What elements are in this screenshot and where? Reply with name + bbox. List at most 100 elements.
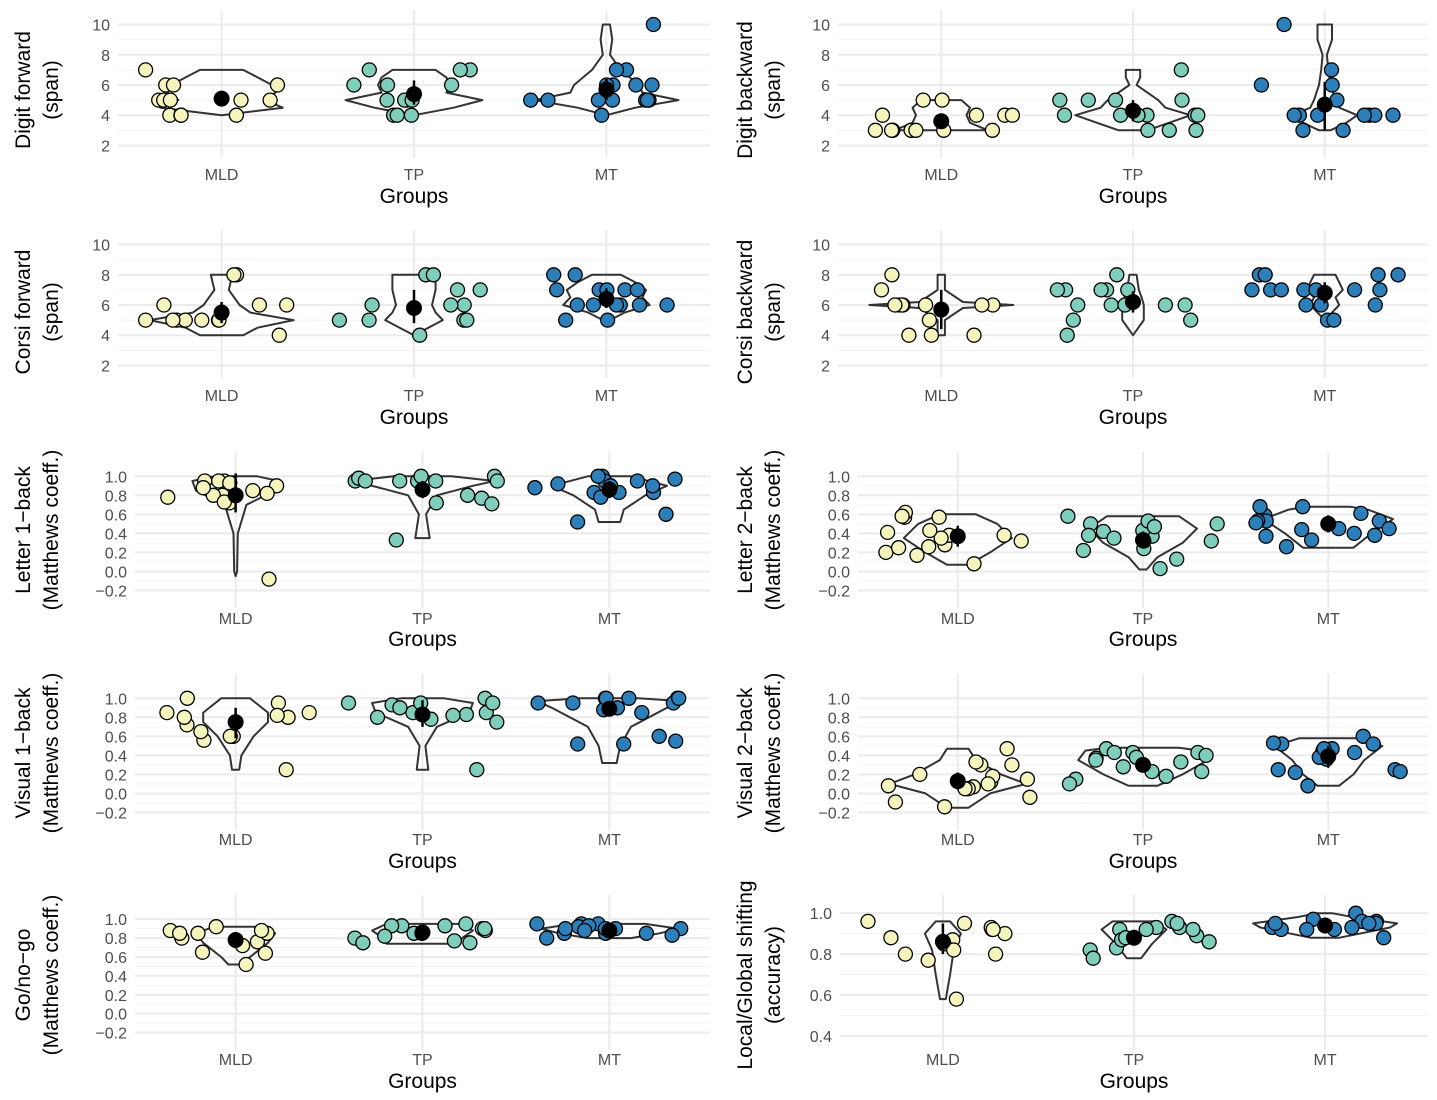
x-tick-label: MT <box>1317 611 1340 628</box>
data-point-tp <box>1170 916 1184 930</box>
data-point-mt <box>1393 765 1407 779</box>
mean-point-mt <box>601 923 617 939</box>
x-tick-label: MT <box>1313 167 1336 184</box>
data-point-mld <box>868 123 882 137</box>
x-tick-label: MLD <box>219 611 253 628</box>
data-point-mt <box>1347 526 1361 540</box>
mean-point-mld <box>950 773 966 789</box>
y-axis-title-line-2: (span) <box>762 60 785 120</box>
data-point-mt <box>646 18 660 32</box>
y-tick-label: 1.0 <box>105 912 127 929</box>
mean-point-tp <box>415 706 431 722</box>
y-axis-title-line-1: Letter 1−back <box>12 466 35 594</box>
data-point-mt <box>1300 923 1314 937</box>
data-point-tp <box>463 936 477 950</box>
data-point-mld <box>922 313 936 327</box>
y-axis-title-line-1: Local/Global shifting <box>734 880 757 1069</box>
data-point-mt <box>571 737 585 751</box>
data-point-mt <box>1295 523 1309 537</box>
data-point-tp <box>1195 765 1209 779</box>
y-tick-label: 10 <box>812 18 830 35</box>
data-point-tp <box>332 313 346 327</box>
data-point-tp <box>393 474 407 488</box>
data-point-mld <box>949 992 963 1006</box>
data-point-mld <box>255 924 269 938</box>
data-point-mld <box>969 108 983 122</box>
y-tick-label: 6 <box>821 78 830 95</box>
data-point-mt <box>622 691 636 705</box>
x-tick-label: TP <box>404 388 424 405</box>
data-point-mt <box>547 268 561 282</box>
data-point-mld <box>139 63 153 77</box>
panel-10: 0.40.60.81.0MLD TP MTGroupsLocal/Global sh… <box>734 880 1428 1093</box>
data-point-mt <box>1366 737 1380 751</box>
data-point-mt <box>1301 779 1315 793</box>
mean-point-tp <box>1125 103 1141 119</box>
data-point-mt <box>630 283 644 297</box>
data-point-mld <box>919 298 933 312</box>
x-axis-title: Groups <box>1100 1070 1169 1093</box>
mean-point-mld <box>214 91 230 107</box>
y-tick-label: 0.2 <box>105 767 127 784</box>
data-point-mt <box>669 734 683 748</box>
y-axis-title-line-2: (Matthews coeff.) <box>40 673 63 834</box>
data-point-tp <box>444 298 458 312</box>
y-tick-label: 0.4 <box>105 526 127 543</box>
data-point-mt <box>1371 268 1385 282</box>
y-tick-label: 0.4 <box>810 1029 832 1046</box>
mean-point-mt <box>601 482 617 498</box>
data-point-mld <box>875 283 889 297</box>
x-axis-title: Groups <box>388 1070 457 1093</box>
data-point-tp <box>342 696 356 710</box>
data-point-tp <box>470 763 484 777</box>
data-point-tp <box>362 313 376 327</box>
data-point-mt <box>1368 528 1382 542</box>
y-axis-title-line-1: Corsi forward <box>12 250 35 375</box>
data-point-mt <box>571 515 585 529</box>
data-point-mld <box>975 298 989 312</box>
x-tick-label: MT <box>1317 832 1340 849</box>
data-point-mld <box>861 914 875 928</box>
data-point-mt <box>1271 763 1285 777</box>
data-point-mt <box>1267 736 1281 750</box>
data-point-mt <box>1373 283 1387 297</box>
data-point-tp <box>426 268 440 282</box>
data-point-mld <box>884 931 898 945</box>
data-point-mld <box>924 328 938 342</box>
mean-point-tp <box>406 300 422 316</box>
data-point-mt <box>617 737 631 751</box>
x-axis-title: Groups <box>388 628 457 651</box>
data-point-mt <box>646 479 660 493</box>
data-point-mt <box>645 78 659 92</box>
data-point-tp <box>1159 769 1173 783</box>
x-axis-title: Groups <box>1099 406 1168 429</box>
data-point-mld <box>985 123 999 137</box>
mean-point-tp <box>1135 532 1151 548</box>
y-axis-title-line-1: Corsi backward <box>734 240 757 385</box>
data-point-mt <box>591 469 605 483</box>
mean-point-mt <box>1320 748 1336 764</box>
data-point-mt <box>659 507 673 521</box>
y-axis-title-line-1: Go/no−go <box>12 929 35 1022</box>
y-tick-label: 8 <box>821 268 830 285</box>
panel-8: −0.20.00.20.40.60.81.0MLD TP MTGroupsVisua… <box>734 673 1428 873</box>
y-axis-title-line-2: (Matthews coeff.) <box>40 895 63 1056</box>
y-tick-label: 0.4 <box>105 748 127 765</box>
data-point-mld <box>260 486 274 500</box>
x-tick-label: TP <box>1123 167 1143 184</box>
data-point-mt <box>1336 123 1350 137</box>
y-tick-label: 0.0 <box>105 1007 127 1024</box>
data-point-mt <box>660 298 674 312</box>
data-point-mld <box>885 123 899 137</box>
data-point-mld <box>1000 742 1014 756</box>
mean-point-tp <box>406 86 422 102</box>
y-tick-label: 4 <box>821 328 830 345</box>
data-point-tp <box>447 934 461 948</box>
data-point-mld <box>879 545 893 559</box>
data-point-mld <box>167 78 181 92</box>
x-axis-title: Groups <box>1109 628 1178 651</box>
data-point-mld <box>157 298 171 312</box>
x-tick-label: TP <box>1124 1052 1144 1069</box>
data-point-mt <box>1296 123 1310 137</box>
